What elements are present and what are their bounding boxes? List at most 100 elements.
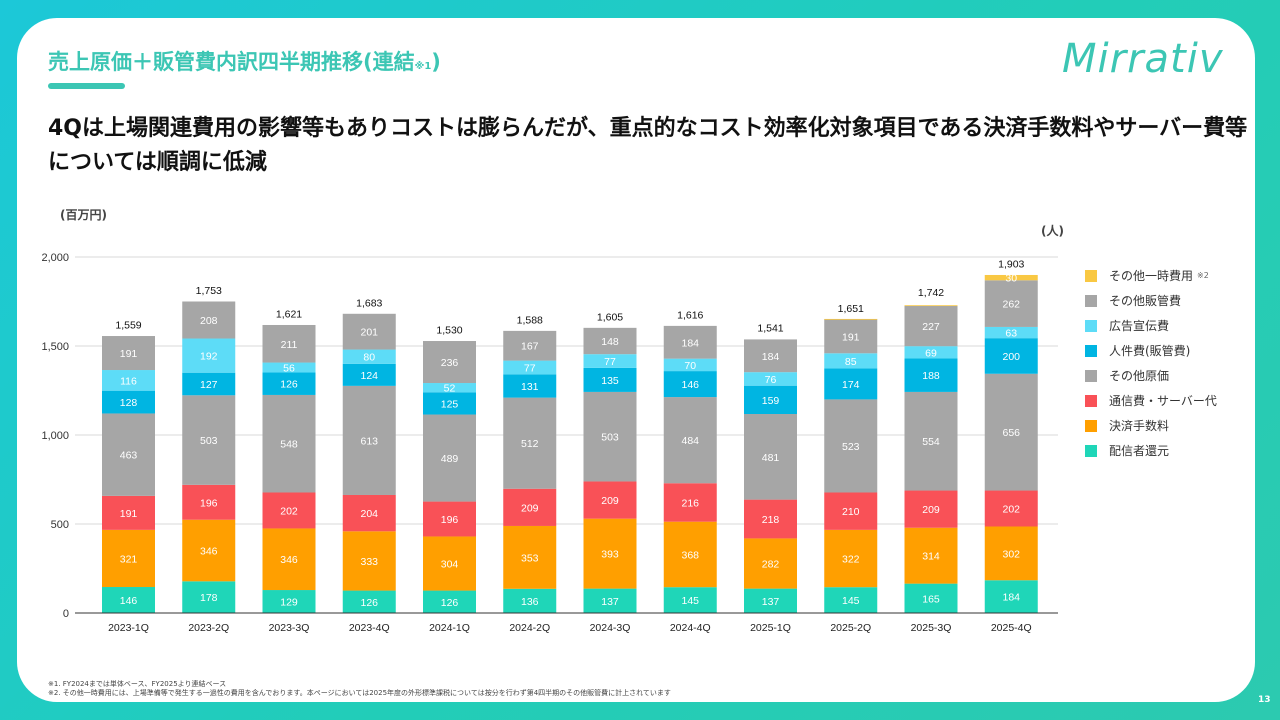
bar-segment [423, 414, 476, 502]
segment-value-label: 128 [120, 397, 138, 409]
segment-value-label: 503 [601, 432, 619, 444]
bar-segment [663, 397, 717, 484]
legend-item: その他一時費用 ※2 [1085, 263, 1217, 288]
page-number: 13 [1258, 695, 1271, 705]
segment-value-label: 145 [842, 595, 860, 607]
bar-segment [182, 484, 236, 520]
segment-value-label: 304 [441, 559, 459, 571]
segment-value-label: 137 [762, 596, 780, 608]
segment-value-label: 70 [684, 360, 696, 372]
y-axis-unit-label: (百万円) [60, 208, 107, 222]
total-value-label: 1,651 [838, 303, 864, 315]
bar-segment [744, 385, 797, 414]
bar-segment [583, 481, 637, 519]
segment-value-label: 333 [360, 556, 378, 568]
bar-segment [262, 324, 316, 363]
legend-item: 決済手数料 [1085, 413, 1217, 438]
segment-value-label: 85 [845, 356, 857, 368]
segment-value-label: 129 [280, 597, 298, 609]
total-value-label: 1,742 [918, 287, 944, 299]
segment-value-label: 368 [681, 549, 699, 561]
legend-item: 通信費・サーバー代 [1085, 388, 1217, 413]
segment-value-label: 322 [842, 554, 860, 566]
segment-value-label: 192 [200, 351, 218, 363]
bar-segment [824, 587, 878, 613]
total-value-label: 1,753 [196, 285, 222, 297]
bar-segment [102, 413, 155, 496]
bar-segment [744, 339, 797, 373]
bar-segment [984, 490, 1038, 527]
bar-segment [904, 583, 958, 613]
bar-segment [583, 327, 637, 355]
segment-value-label: 503 [200, 435, 218, 447]
segment-value-label: 146 [120, 595, 138, 607]
bar-segment [744, 588, 797, 613]
segment-value-label: 201 [360, 327, 378, 339]
segment-value-label: 262 [1002, 299, 1020, 311]
segment-value-label: 209 [601, 495, 619, 507]
bar-segment [824, 399, 878, 493]
x-tick-label: 2025-3Q [911, 622, 952, 634]
bar-segment [102, 336, 155, 371]
bar-segment [503, 588, 557, 613]
bar-segment [984, 280, 1038, 327]
bar-segment [182, 301, 236, 339]
segment-value-label: 211 [281, 339, 298, 351]
legend-swatch [1085, 269, 1097, 282]
segment-value-label: 236 [441, 357, 459, 369]
bar-segment [503, 488, 557, 526]
bar-segment [824, 318, 878, 320]
y-tick-label: 1,500 [41, 341, 69, 353]
segment-value-label: 393 [601, 549, 619, 561]
x-tick-label: 2023-3Q [269, 622, 310, 634]
segment-value-label: 218 [762, 514, 780, 526]
segment-value-label: 200 [1002, 351, 1020, 363]
segment-value-label: 184 [681, 337, 699, 349]
segment-value-label: 512 [521, 438, 539, 450]
segment-value-label: 69 [925, 347, 937, 359]
bar-segment [182, 581, 236, 613]
segment-value-label: 196 [200, 497, 218, 509]
legend-label: 配信者還元 [1109, 444, 1170, 458]
segment-value-label: 126 [441, 597, 459, 609]
bar-segment [904, 305, 958, 307]
bar-segment [503, 374, 557, 398]
bar-segment [423, 392, 476, 415]
bar-segment [663, 358, 717, 372]
title-note: ※1 [414, 61, 432, 72]
total-value-label: 1,605 [597, 311, 623, 323]
y-tick-label: 0 [63, 608, 69, 620]
bar-segment [342, 385, 396, 495]
segment-value-label: 135 [601, 375, 619, 387]
title-text: 売上原価＋販管費内訳四半期推移(連結 [48, 50, 415, 74]
bar-segment [102, 529, 155, 588]
headline: 4Qは上場関連費用の影響等もありコストは膨らんだが、重点的なコスト効率化対象項目… [48, 116, 1248, 175]
legend-label: 決済手数料 [1109, 419, 1170, 433]
bar-segment [102, 587, 155, 613]
segment-value-label: 167 [521, 341, 539, 353]
segment-value-label: 209 [521, 502, 539, 514]
bar-segment [824, 492, 878, 530]
bar-segment [904, 391, 958, 491]
segment-value-label: 321 [120, 553, 138, 565]
segment-value-label: 116 [120, 375, 137, 387]
total-value-label: 1,621 [276, 308, 302, 320]
segment-value-label: 137 [601, 596, 619, 608]
bar-segment [984, 326, 1038, 339]
segment-value-label: 131 [521, 381, 539, 393]
bar-segment [342, 349, 396, 364]
bar-segment [102, 390, 155, 414]
segment-value-label: 125 [441, 398, 459, 410]
bar-segment [182, 372, 236, 396]
bar-segment [262, 492, 316, 529]
segment-value-label: 145 [681, 595, 699, 607]
bar-segment [262, 394, 316, 493]
x-tick-label: 2025-1Q [750, 622, 791, 634]
legend-label: 通信費・サーバー代 [1109, 394, 1217, 408]
bar-segment [342, 363, 396, 386]
segment-value-label: 52 [444, 383, 456, 395]
bar-segment [423, 383, 476, 393]
bar-segment [182, 395, 236, 485]
segment-value-label: 127 [200, 379, 218, 391]
segment-value-label: 209 [922, 504, 940, 516]
